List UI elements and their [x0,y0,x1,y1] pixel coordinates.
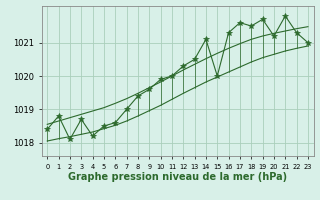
X-axis label: Graphe pression niveau de la mer (hPa): Graphe pression niveau de la mer (hPa) [68,172,287,182]
